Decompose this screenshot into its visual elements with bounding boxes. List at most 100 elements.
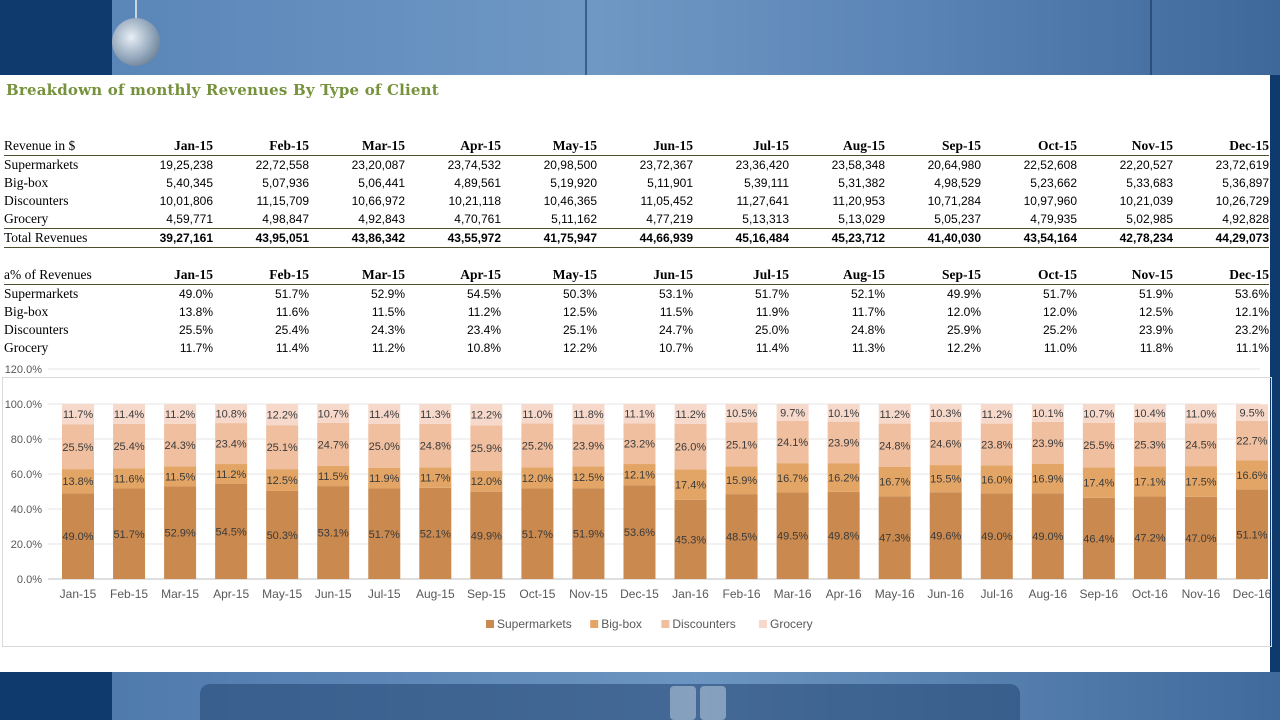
y-tick-label: 20.0% (11, 539, 42, 551)
bar-data-label: 51.1% (1236, 529, 1267, 541)
revenue_table-cell: 11,05,452 (640, 194, 694, 208)
bar-segment-discounters (215, 423, 248, 465)
bar-data-label: 12.0% (522, 473, 553, 485)
y-tick-label: 0.0% (17, 574, 42, 586)
revenue_table-total-row: Total Revenues 39,27,161 43,95,051 43,86,34… (4, 228, 1269, 248)
sofa-decoration (200, 684, 1020, 720)
bar-data-label: 25.4% (113, 441, 144, 453)
pct_table-cell: 51.7% (1042, 287, 1077, 301)
bar-segment-discounters (572, 424, 605, 467)
bar-segment-supermarkets (470, 491, 503, 579)
pct_table-cell: 24.8% (850, 323, 885, 337)
bar-segment-supermarkets (878, 496, 911, 579)
bar-data-label: 11.7% (420, 473, 451, 485)
revenue_table-cell: 5,11,901 (647, 176, 693, 190)
bar-segment-discounters (266, 425, 299, 470)
bar-data-label: 23.8% (981, 439, 1012, 451)
pct_table-cell: 11.2% (371, 341, 405, 355)
revenue_table-cell: 4,98,529 (934, 176, 981, 190)
bar-data-label: 47.3% (879, 533, 910, 545)
bar-segment-big-box (62, 469, 94, 494)
y-tick-label: 40.0% (11, 504, 42, 516)
x-tick-label: Feb-16 (723, 587, 761, 601)
bar-data-label: 45.3% (675, 534, 706, 546)
revenue_table-cell: 20,64,980 (927, 158, 981, 172)
pct_table-row: Grocery 11.7% 11.4% 11.2% 10.8% 12.2% 10.7% 11.… (4, 339, 1269, 357)
stacked-bar-chart: 0.0% 20.0% 40.0% 60.0% 80.0% 100.0% 120.0% 49.0… (2, 363, 1272, 647)
pct_table-row: Big-box 13.8% 11.6% 11.5% 11.2% 12.5% 11.5% 11.… (4, 303, 1269, 321)
bar-segment-supermarkets (674, 499, 707, 579)
revenue_table-cell: 11,27,641 (736, 194, 790, 208)
revenue_table-row: Discounters 10,01,806 11,15,709 10,66,972 10… (4, 192, 1269, 210)
bar-data-label: 11.8% (573, 409, 604, 421)
bar-segment-big-box (572, 466, 605, 489)
bar-segment-big-box (419, 467, 452, 488)
bar-data-label: 51.9% (573, 529, 604, 541)
bar-data-label: 16.9% (1032, 473, 1063, 485)
bar-data-label: 11.2% (982, 409, 1013, 421)
pct_table-cell: 24.3% (370, 323, 405, 337)
pct_table-month-header: Sep-15 (885, 266, 981, 285)
revenue_table-row: Grocery 4,59,771 4,98,847 4,92,843 4,70,761 5… (4, 210, 1269, 229)
bar-data-label: 12.2% (267, 410, 298, 422)
bar-data-label: 52.1% (420, 528, 451, 540)
bar-data-label: 24.6% (930, 439, 961, 451)
bar-data-label: 15.5% (930, 474, 961, 486)
x-tick-label: Mar-16 (774, 587, 812, 601)
pct_table-header-row: a% of Revenues Jan-15 Feb-15 Mar-15 Apr-15 Ma… (4, 266, 1269, 285)
pct_table-cell: 52.1% (850, 287, 885, 301)
bar-data-label: 17.4% (675, 480, 706, 492)
bar-data-label: 10.7% (318, 408, 349, 420)
pct_table-cell: 51.9% (1138, 287, 1173, 301)
pct_table-cell: 24.7% (658, 323, 693, 337)
window-frame-decoration (1150, 0, 1152, 75)
bar-data-label: 49.0% (981, 531, 1012, 543)
bar-segment-supermarkets (266, 490, 299, 579)
bar-data-label: 11.1% (624, 409, 655, 421)
legend-swatch (590, 620, 599, 628)
bar-data-label: 10.5% (726, 408, 757, 420)
pct_table-cell: 53.1% (658, 287, 693, 301)
revenue_table-cell: 10,71,284 (927, 194, 981, 208)
bar-data-label: 47.2% (1134, 533, 1165, 545)
pct_table-cell: 49.0% (178, 287, 213, 301)
bar-segment-big-box (1031, 463, 1064, 494)
revenue_table-cell: 4,92,828 (1222, 212, 1269, 226)
bar-segment-big-box (215, 464, 248, 484)
revenue_table-cell: 23,20,087 (351, 158, 405, 172)
bar-data-label: 25.1% (267, 442, 298, 454)
revenue_table-cell: 22,52,608 (1023, 158, 1077, 172)
bar-data-label: 24.8% (879, 440, 910, 452)
bar-segment-big-box (1133, 466, 1166, 497)
revenue_table-month-header: Jun-15 (597, 137, 693, 156)
x-tick-label: Dec-15 (620, 587, 659, 601)
bar-segment-discounters (980, 423, 1013, 466)
pct_table-month-header: Feb-15 (213, 266, 309, 285)
pct_table-cell: 11.5% (659, 305, 693, 319)
revenue_table-total-cell: 43,86,342 (309, 228, 405, 248)
bar-segment-supermarkets (1082, 497, 1115, 579)
bar-data-label: 24.8% (420, 441, 451, 453)
bar-segment-grocery (1236, 404, 1268, 421)
cup-decoration (700, 686, 726, 720)
bar-data-label: 24.5% (1185, 440, 1216, 452)
bar-segment-supermarkets (1184, 496, 1217, 579)
revenue_table-month-header: Feb-15 (213, 137, 309, 156)
pct_table-month-header: Oct-15 (981, 266, 1077, 285)
revenue_table-cell: 11,20,953 (832, 194, 886, 208)
x-tick-label: Jul-15 (368, 587, 401, 601)
report-title: Breakdown of monthly Revenues By Type of… (6, 81, 439, 99)
revenue_table-month-header: Jan-15 (117, 137, 213, 156)
pct_table-cell: 25.2% (1042, 323, 1077, 337)
bar-data-label: 13.8% (62, 476, 93, 488)
bar-segment-grocery (419, 404, 452, 424)
bar-data-label: 16.0% (981, 474, 1012, 486)
pct_table-header-label: a% of Revenues (4, 266, 117, 285)
bar-data-label: 10.7% (1083, 408, 1114, 420)
bar-segment-big-box (674, 469, 707, 500)
bar-segment-supermarkets (725, 494, 758, 579)
pct_table-month-header: May-15 (501, 266, 597, 285)
legend-entry: Discounters (672, 617, 735, 631)
bar-segment-discounters (470, 425, 503, 471)
revenue_table-cell: 4,70,761 (454, 212, 501, 226)
